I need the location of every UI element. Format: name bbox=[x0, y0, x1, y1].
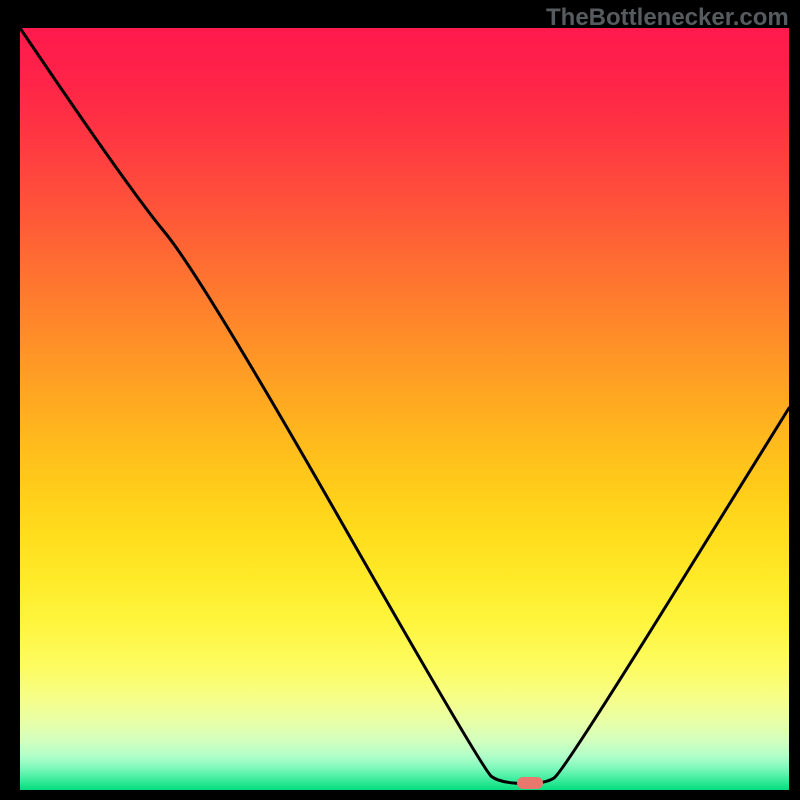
optimal-point-marker bbox=[517, 777, 543, 789]
watermark-text: TheBottlenecker.com bbox=[546, 4, 789, 32]
bottleneck-curve bbox=[0, 0, 800, 800]
